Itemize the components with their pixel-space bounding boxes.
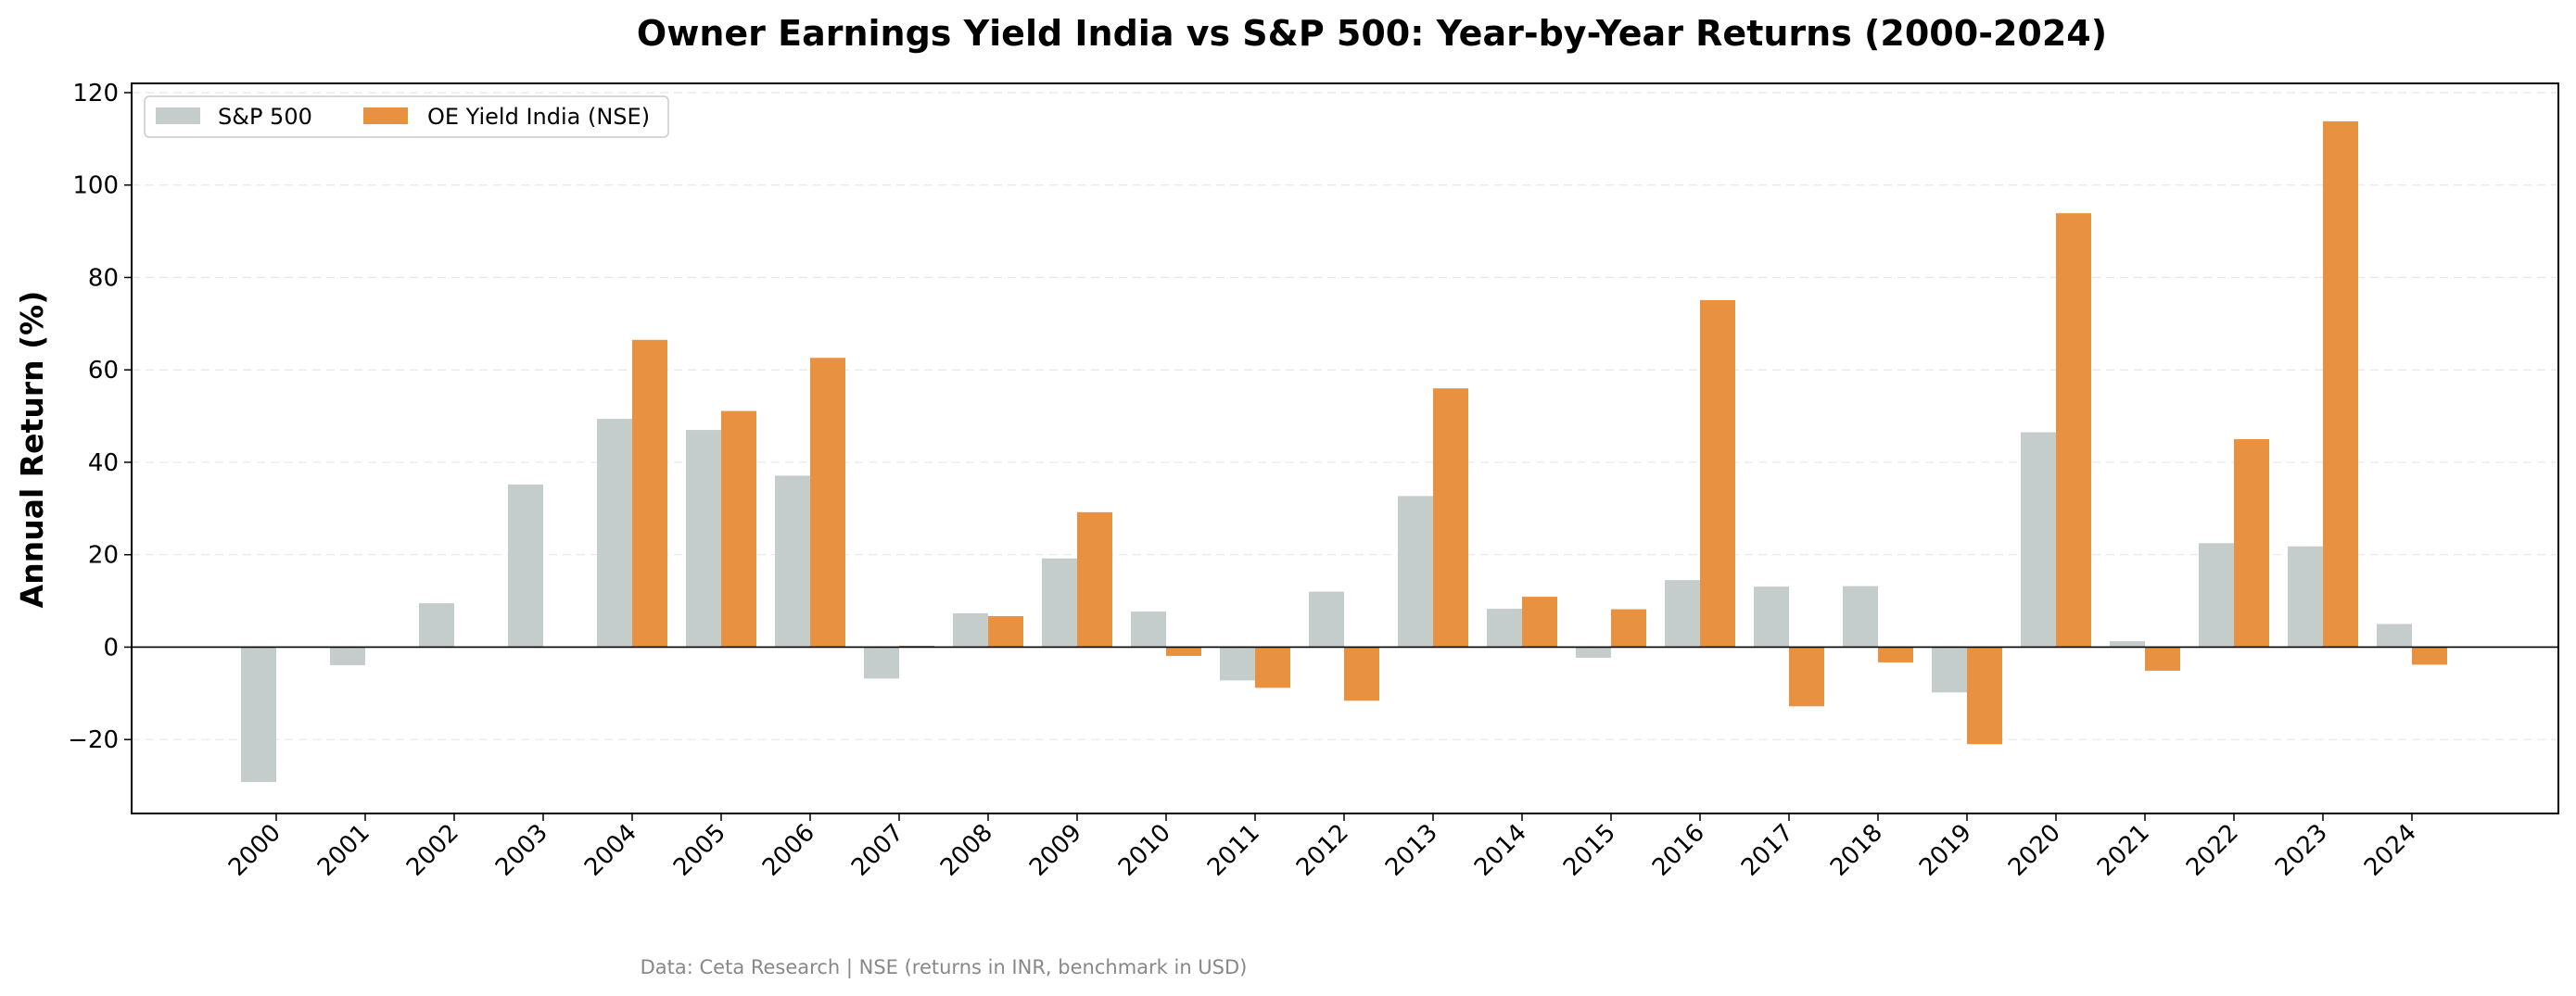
sp500-bar: [508, 484, 543, 648]
sp500-bar: [1220, 647, 1255, 681]
x-tick-label: 2009: [1024, 819, 1087, 882]
sp500-bar: [1309, 591, 1344, 648]
oe-yield-india-bar: [1878, 647, 1913, 662]
oe-yield-india-bar: [1700, 299, 1735, 648]
oe-yield-india-bar: [1611, 609, 1646, 648]
x-tick-label: 2019: [1914, 819, 1977, 882]
x-tick-label: 2018: [1825, 819, 1888, 882]
y-axis-ticks: −20 0 20 40 60 80 100 120: [68, 80, 132, 754]
oe-yield-india-bar: [2323, 120, 2358, 648]
x-tick-label: 2011: [1202, 819, 1265, 882]
source-note: Data: Ceta Research | NSE (returns in IN…: [641, 956, 1248, 979]
x-tick-label: 2013: [1380, 819, 1443, 882]
x-tick-label: 2012: [1291, 819, 1354, 882]
y-tick-label: 0: [103, 634, 119, 662]
sp500-bar: [1665, 580, 1700, 648]
x-tick-label: 2006: [757, 819, 820, 882]
oe-yield-india-bar: [1077, 511, 1112, 648]
x-tick-label: 2021: [2092, 819, 2155, 882]
sp500-bar: [419, 603, 454, 648]
bars: [241, 120, 2447, 783]
legend-swatch-sp500: [156, 107, 200, 124]
sp500-bar: [1932, 647, 1967, 693]
x-tick-label: 2010: [1113, 819, 1176, 882]
x-tick-label: 2008: [935, 819, 998, 882]
sp500-bar: [2288, 546, 2323, 648]
oe-yield-india-bar: [721, 410, 756, 648]
chart-title: Owner Earnings Yield India vs S&P 500: Y…: [637, 13, 2107, 54]
sp500-bar: [1131, 611, 1166, 648]
sp500-bar: [2021, 432, 2056, 648]
legend: S&P 500 OE Yield India (NSE): [144, 95, 669, 138]
sp500-bar: [597, 419, 632, 648]
oe-yield-india-bar: [1166, 647, 1201, 656]
legend-swatch-oe-yield-india: [363, 107, 408, 124]
x-axis-ticks: 2000 2001 2002 2003 2004 2005 2006 2007 2008 2009…: [223, 813, 2422, 882]
sp500-bar: [686, 430, 721, 648]
oe-yield-india-bar: [632, 339, 667, 648]
x-tick-label: 2016: [1647, 819, 1710, 882]
y-tick-label: 60: [88, 357, 119, 385]
oe-yield-india-bar: [1967, 647, 2002, 745]
x-tick-label: 2002: [401, 819, 464, 882]
oe-yield-india-bar: [988, 616, 1023, 648]
x-tick-label: 2023: [2270, 819, 2333, 882]
x-tick-label: 2017: [1736, 819, 1799, 882]
legend-label-sp500: S&P 500: [218, 104, 312, 130]
sp500-bar: [864, 647, 899, 679]
sp500-bar: [1754, 586, 1789, 648]
oe-yield-india-bar: [810, 358, 845, 648]
sp500-bar: [1843, 586, 1878, 648]
y-tick-label: 120: [72, 80, 119, 107]
x-tick-label: 2001: [312, 819, 375, 882]
sp500-bar: [1398, 496, 1433, 648]
sp500-bar: [330, 647, 365, 665]
y-tick-label: 100: [72, 172, 119, 200]
x-tick-label: 2014: [1469, 819, 1532, 882]
sp500-bar: [953, 613, 988, 648]
sp500-bar: [775, 475, 810, 648]
oe-yield-india-bar: [2412, 647, 2447, 665]
x-tick-label: 2003: [490, 819, 553, 882]
sp500-bar: [2377, 624, 2412, 648]
sp500-bar: [241, 647, 276, 783]
x-tick-label: 2015: [1558, 819, 1621, 882]
x-tick-label: 2020: [2003, 819, 2066, 882]
oe-yield-india-bar: [2056, 213, 2091, 648]
oe-yield-india-bar: [1789, 647, 1824, 707]
sp500-bar: [2199, 543, 2234, 648]
oe-yield-india-bar: [1433, 388, 1468, 648]
x-tick-label: 2007: [846, 819, 909, 882]
x-tick-label: 2022: [2181, 819, 2244, 882]
y-tick-label: 20: [88, 542, 119, 570]
y-tick-label: 80: [88, 264, 119, 292]
oe-yield-india-bar: [1344, 647, 1379, 701]
x-tick-label: 2024: [2359, 819, 2422, 882]
oe-yield-india-bar: [2145, 647, 2180, 671]
oe-yield-india-bar: [1255, 647, 1290, 688]
sp500-bar: [1042, 558, 1077, 648]
x-tick-label: 2005: [668, 819, 731, 882]
plot-frame: [131, 82, 2559, 814]
x-tick-label: 2004: [579, 819, 642, 882]
sp500-bar: [2110, 640, 2145, 648]
sp500-bar: [1576, 647, 1611, 658]
oe-yield-india-bar: [2234, 439, 2269, 648]
y-tick-label: −20: [68, 726, 119, 754]
gridlines: [132, 92, 2558, 740]
legend-label-oe-yield-india: OE Yield India (NSE): [427, 104, 650, 130]
y-tick-label: 40: [88, 449, 119, 477]
oe-yield-india-bar: [1522, 597, 1557, 648]
sp500-bar: [1487, 609, 1522, 648]
y-axis-label: Annual Return (%): [14, 291, 50, 609]
x-tick-label: 2000: [223, 819, 286, 882]
